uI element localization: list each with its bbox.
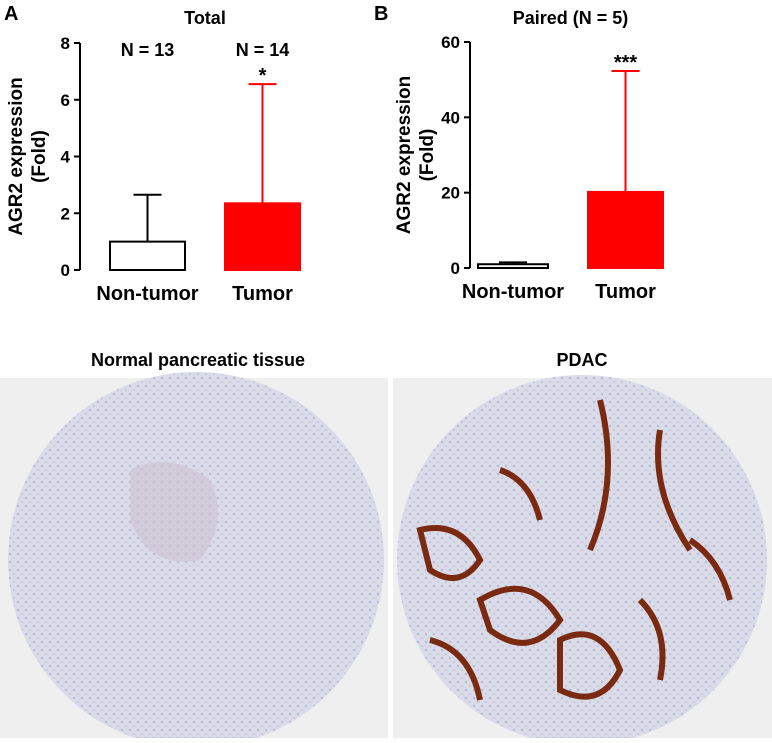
bar <box>224 202 301 272</box>
bar <box>477 263 549 270</box>
y-axis-label: AGR2 expression <box>394 76 415 234</box>
y-tick-label: 4 <box>61 148 71 167</box>
x-tick-label: Tumor <box>232 283 293 305</box>
bar <box>587 190 664 269</box>
y-tick-label: 60 <box>441 33 460 52</box>
panel-label: B <box>374 3 388 25</box>
tissue-region <box>130 462 218 562</box>
y-tick-label: 8 <box>61 34 70 53</box>
y-axis-label: AGR2 expression <box>6 77 27 235</box>
n-label: N = 14 <box>236 40 290 60</box>
stained-ducts <box>416 399 733 701</box>
panel-label: A <box>4 3 18 25</box>
y-tick-label: 0 <box>451 259 460 278</box>
x-tick-label: Non-tumor <box>96 283 198 305</box>
tissue-core <box>397 375 767 743</box>
significance: * <box>259 65 267 87</box>
y-tick-label: 20 <box>441 184 460 203</box>
bar <box>109 240 186 271</box>
y-tick-label: 2 <box>61 204 70 223</box>
y-tick-label: 6 <box>61 91 70 110</box>
y-tick-label: 40 <box>441 108 460 127</box>
chart-title: Total <box>184 8 226 28</box>
y-tick-label: 0 <box>61 261 70 280</box>
significance: *** <box>614 52 638 74</box>
chart-title: Paired (N = 5) <box>513 8 629 28</box>
x-tick-label: Tumor <box>595 281 656 303</box>
image-title: PDAC <box>556 350 607 370</box>
n-label: N = 13 <box>121 40 175 60</box>
image-title: Normal pancreatic tissue <box>91 350 305 370</box>
x-tick-label: Non-tumor <box>462 281 564 303</box>
y-axis-label: (Fold) <box>417 129 438 182</box>
y-axis-label: (Fold) <box>29 130 50 183</box>
